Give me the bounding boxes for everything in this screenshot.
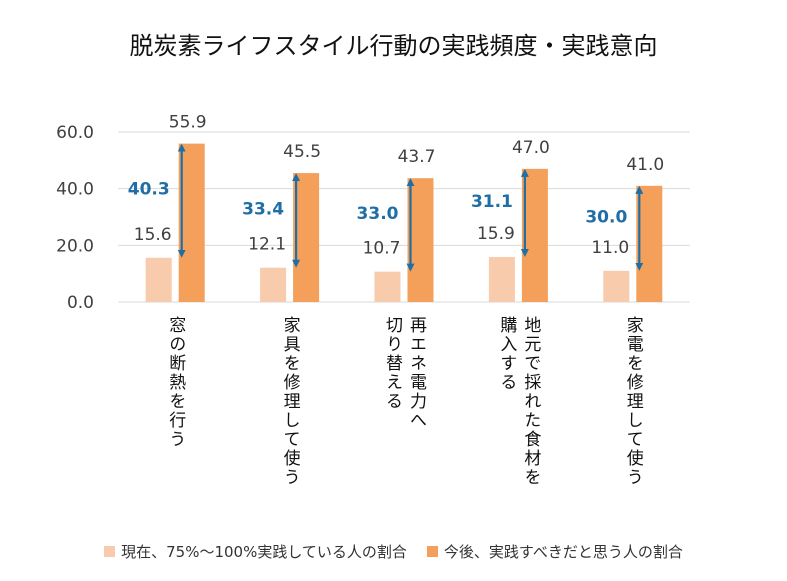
- value-label-future-1: 55.9: [169, 113, 207, 133]
- bar-current-2: [260, 267, 287, 302]
- chart-title: 脱炭素ライフスタイル行動の実践頻度・実践意向: [129, 32, 658, 60]
- category-label-4: 地元で採れた食材を 購入する: [496, 316, 541, 487]
- value-label-current-1: 15.6: [134, 225, 172, 245]
- gridlines: [118, 131, 690, 303]
- value-label-future-2: 45.5: [283, 142, 321, 162]
- y-axis-ticks: 0.0 20.0 40.0 60.0: [56, 123, 94, 313]
- bar-current-4: [488, 256, 515, 302]
- legend-item-future: 今後、実践すべきだと思う人の割合: [426, 541, 683, 562]
- bar-current-5: [603, 270, 630, 302]
- y-tick-label: 0.0: [67, 293, 94, 313]
- category-label-2: 家具を修理して使う: [279, 316, 300, 487]
- gap-label-3: 33.0: [357, 204, 399, 224]
- legend-swatch-current: [104, 546, 116, 557]
- legend-label-future: 今後、実践すべきだと思う人の割合: [443, 543, 683, 561]
- value-label-future-3: 43.7: [398, 147, 436, 167]
- category-label-5: 家電を修理して使う: [622, 316, 643, 487]
- gap-label-1: 40.3: [128, 180, 170, 200]
- value-label-current-4: 15.9: [477, 224, 515, 244]
- value-label-future-4: 47.0: [512, 138, 550, 158]
- legend: 現在、75%～100%実践している人の割合 今後、実践すべきだと思う人の割合: [0, 541, 787, 562]
- gap-label-4: 31.1: [471, 192, 513, 212]
- value-label-current-3: 10.7: [363, 239, 401, 259]
- y-tick-label: 40.0: [56, 180, 94, 200]
- category-label-1: 窓の断熱を行う: [165, 316, 186, 449]
- value-label-current-2: 12.1: [248, 235, 286, 255]
- y-tick-label: 20.0: [56, 236, 94, 256]
- data-labels: 15.6 55.9 40.3 12.1 45.5 33.4 10.7 43.7 33.0 15.9…: [128, 113, 664, 259]
- gap-label-5: 30.0: [585, 207, 627, 227]
- legend-label-current: 現在、75%～100%実践している人の割合: [121, 543, 407, 561]
- category-label-3: 再エネ電力へ 切り替える: [382, 316, 426, 430]
- bar-current-3: [374, 271, 401, 302]
- value-label-current-5: 11.0: [591, 238, 629, 258]
- gap-label-2: 33.4: [242, 199, 284, 219]
- gap-arrows: [177, 143, 644, 272]
- value-label-future-5: 41.0: [626, 155, 664, 175]
- legend-swatch-future: [426, 546, 438, 557]
- y-tick-label: 60.0: [56, 123, 94, 143]
- bar-current-1: [145, 257, 172, 302]
- legend-item-current: 現在、75%～100%実践している人の割合: [104, 541, 407, 562]
